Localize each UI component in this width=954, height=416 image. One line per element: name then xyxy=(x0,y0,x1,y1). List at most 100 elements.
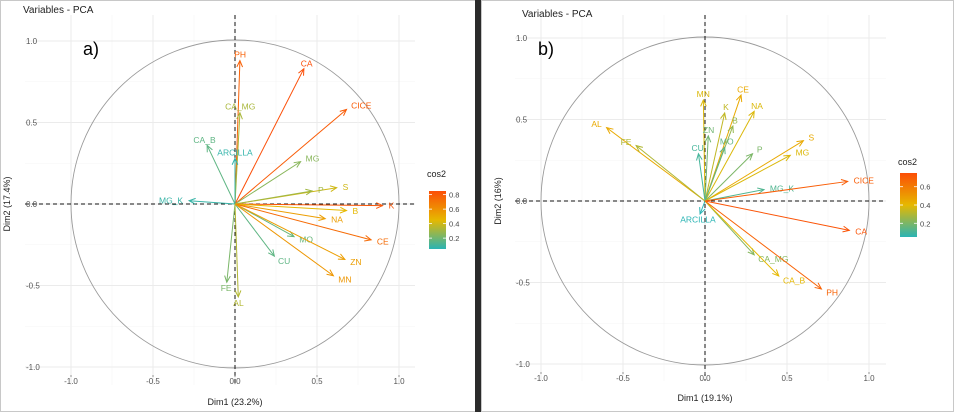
arrow-shaft xyxy=(234,203,383,207)
arrow-head xyxy=(757,187,766,195)
arrow-head xyxy=(735,93,743,103)
variable-label: CE xyxy=(737,84,749,94)
arrow-shaft xyxy=(234,203,334,277)
variable-arrow-mn: MN xyxy=(234,203,351,284)
legend-tick-label: 0.4 xyxy=(449,220,459,229)
variable-label: K xyxy=(389,201,395,211)
x-tick-label: -0.5 xyxy=(146,377,160,386)
variable-label: CICE xyxy=(854,176,875,186)
y-tick-label: 0.0 xyxy=(26,200,38,209)
arrow-shaft xyxy=(699,200,706,215)
variable-label: PH xyxy=(826,288,838,298)
arrow-shaft xyxy=(234,203,326,220)
variable-arrow-ph: PH xyxy=(704,200,838,298)
arrow-head xyxy=(842,225,851,233)
y-axis-label: Dim2 (17.4%) xyxy=(2,176,12,231)
variable-label: FE xyxy=(621,137,632,147)
arrow-head xyxy=(329,185,338,192)
variable-label: AL xyxy=(233,298,244,308)
variable-label: MG_K xyxy=(159,195,183,205)
arrow-shaft xyxy=(704,180,848,202)
arrow-head xyxy=(298,67,305,76)
arrow-shaft xyxy=(234,109,347,205)
x-tick-label: 0.0 xyxy=(229,377,241,386)
arrow-shaft xyxy=(704,200,850,231)
legend-tick-label: 0.2 xyxy=(449,234,459,243)
arrow-shaft xyxy=(234,203,346,260)
x-tick-label: 0.5 xyxy=(311,377,323,386)
arrow-head xyxy=(293,160,302,168)
variable-label: CA xyxy=(301,58,313,68)
arrow-head xyxy=(364,235,373,242)
arrow-head xyxy=(236,59,244,68)
arrow-head xyxy=(840,179,849,186)
variable-arrow-arcilla: ARCILLA xyxy=(217,147,253,204)
variable-label: MG xyxy=(306,153,320,163)
variable-arrow-na: NA xyxy=(234,203,343,225)
variable-label: CICE xyxy=(351,101,372,111)
arrow-shaft xyxy=(234,203,372,241)
arrow-shaft xyxy=(234,203,239,297)
arrow-shaft xyxy=(234,190,313,205)
variable-label: ZN xyxy=(350,257,361,267)
arrow-head xyxy=(187,197,196,205)
variable-label: B xyxy=(353,206,359,216)
arrow-shaft xyxy=(606,127,706,202)
panel-divider xyxy=(475,0,482,412)
variable-label: P xyxy=(757,145,763,155)
legend-title: cos2 xyxy=(427,169,446,179)
arrow-head xyxy=(747,247,756,256)
arrow-head xyxy=(337,253,346,260)
arrow-head xyxy=(305,188,314,196)
variable-label: CA_B xyxy=(783,275,806,285)
chart-title: Variables - PCA xyxy=(23,5,94,16)
arrow-shaft xyxy=(234,112,241,205)
variable-arrow-p: P xyxy=(704,145,763,202)
arrow-head xyxy=(700,98,707,107)
arrow-head xyxy=(696,152,703,161)
variable-arrow-mo: MO xyxy=(704,137,734,202)
plot-area: -1.0 -0.5 0.0 0.5 1.0 -1.0 -0.5 0.0 0.5 1.0 MN CE K N… xyxy=(515,15,886,383)
variable-label: S xyxy=(343,182,349,192)
variable-arrow-mg: MG xyxy=(704,148,809,202)
variable-arrow-ca_mg: CA_MG xyxy=(225,102,255,205)
arrow-head xyxy=(720,111,727,120)
variable-label: P xyxy=(318,185,324,195)
arrow-shaft xyxy=(697,153,706,202)
arrow-shaft xyxy=(704,200,780,277)
arrow-head xyxy=(605,126,614,135)
x-tick-label: 1.0 xyxy=(393,377,405,386)
variable-arrows: MN CE K NA B AL FE ZN MO CU S P MG MG_K CICE CA ARCILLA C… xyxy=(591,84,874,297)
arrow-head xyxy=(224,275,231,284)
arrow-shaft xyxy=(635,145,706,202)
legend: cos2 0.2 0.4 0.6 xyxy=(898,157,930,237)
variable-arrow-arcilla: ARCILLA xyxy=(680,200,716,225)
variable-arrow-fe: FE xyxy=(621,137,706,202)
variable-arrow-p: P xyxy=(234,185,324,205)
x-tick-label: 0.0 xyxy=(699,374,711,383)
variable-label: S xyxy=(809,133,815,143)
variable-arrow-mn: MN xyxy=(697,89,710,202)
variable-arrow-cu: CU xyxy=(234,203,290,266)
arrow-shaft xyxy=(226,203,236,283)
legend: cos2 0.2 0.4 0.6 0.8 xyxy=(427,169,459,249)
variable-label: B xyxy=(732,115,738,125)
arrow-shaft xyxy=(702,99,706,202)
variable-arrow-b: B xyxy=(234,203,359,216)
pca-chart-a: -1.0 -0.5 0.0 0.5 1.0 -1.0 -0.5 0.0 0.5 1.0 PH CA CI… xyxy=(2,5,459,407)
variable-arrow-fe: FE xyxy=(221,203,236,293)
variable-arrow-ca: CA xyxy=(234,58,313,205)
arrow-shaft xyxy=(704,147,726,202)
arrow-shaft xyxy=(189,200,236,205)
legend-colorbar xyxy=(900,173,917,237)
x-axis-label: Dim1 (23.2%) xyxy=(207,397,262,407)
arrow-head xyxy=(206,144,213,153)
variable-label: MN xyxy=(338,274,351,284)
variable-arrow-ca_b: CA_B xyxy=(193,135,236,205)
x-axis-label: Dim1 (19.1%) xyxy=(677,393,732,403)
y-tick-label: 0.5 xyxy=(516,116,528,125)
variable-label: PH xyxy=(234,50,246,60)
y-tick-label: -0.5 xyxy=(516,279,530,288)
arrow-shaft xyxy=(704,140,804,202)
